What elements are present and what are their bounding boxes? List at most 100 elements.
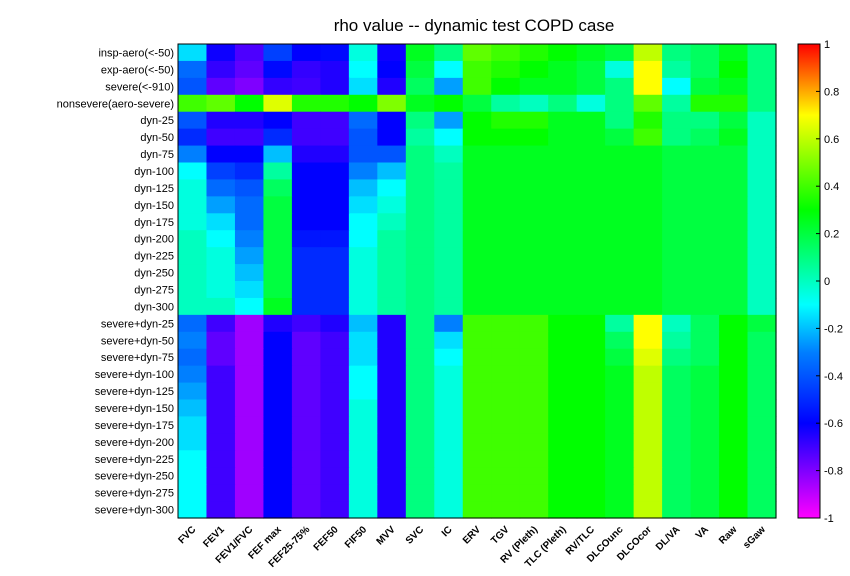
heatmap-cell xyxy=(548,382,578,401)
heatmap-cell xyxy=(690,111,720,130)
heatmap-cell xyxy=(206,501,236,519)
heatmap-cell xyxy=(576,433,606,451)
heatmap-cell xyxy=(320,213,350,231)
heatmap-cell xyxy=(519,382,549,401)
heatmap-cell xyxy=(576,365,606,384)
heatmap-cell xyxy=(491,281,521,299)
heatmap-cell xyxy=(263,281,293,299)
heatmap-cell xyxy=(348,162,378,181)
heatmap-cell xyxy=(633,230,663,248)
heatmap-cell xyxy=(178,230,208,248)
heatmap-cell xyxy=(320,196,350,214)
heatmap-cell xyxy=(434,145,464,164)
column-label: DL/VA xyxy=(654,524,682,552)
heatmap-cell xyxy=(291,297,321,316)
heatmap-cell xyxy=(690,77,720,96)
heatmap-cell xyxy=(462,365,492,384)
row-label: dyn-125 xyxy=(134,183,174,195)
heatmap-cell xyxy=(178,60,208,79)
heatmap-cell xyxy=(519,230,549,248)
heatmap-cell xyxy=(747,179,777,197)
heatmap-cell xyxy=(348,77,378,96)
plot-frame xyxy=(177,43,777,519)
heatmap-cell xyxy=(548,60,578,79)
row-label: severe+dyn-25 xyxy=(101,318,174,330)
heatmap-cell xyxy=(662,467,692,485)
heatmap-cell xyxy=(605,467,635,485)
heatmap-cell xyxy=(348,399,378,418)
heatmap-cell xyxy=(405,331,435,350)
heatmap-cell xyxy=(377,348,407,367)
heatmap-cell xyxy=(548,44,578,62)
heatmap-cell xyxy=(719,382,749,401)
heatmap-cell xyxy=(576,213,606,231)
heatmap-cell xyxy=(178,77,208,96)
row-label: severe+dyn-225 xyxy=(95,454,174,466)
heatmap-cell xyxy=(519,433,549,451)
heatmap-cell xyxy=(178,501,208,519)
column-label: ERV xyxy=(461,524,483,546)
heatmap-cell xyxy=(719,162,749,181)
heatmap-cell xyxy=(206,416,236,434)
heatmap-cell xyxy=(405,230,435,248)
heatmap-cell xyxy=(576,94,606,113)
heatmap-cell xyxy=(434,450,464,468)
heatmap-cell xyxy=(548,433,578,451)
heatmap-cell xyxy=(178,382,208,401)
heatmap-cell xyxy=(747,450,777,468)
heatmap-cell xyxy=(434,128,464,147)
heatmap-cell xyxy=(719,467,749,485)
row-label: severe+dyn-50 xyxy=(101,335,174,347)
heatmap-cell xyxy=(291,501,321,519)
heatmap-cell xyxy=(491,111,521,130)
heatmap-cell xyxy=(548,348,578,367)
heatmap-cell xyxy=(605,111,635,130)
heatmap-cell xyxy=(234,450,265,468)
heatmap-cell xyxy=(662,145,692,164)
heatmap-cell xyxy=(434,501,464,519)
heatmap-cell xyxy=(462,314,492,333)
heatmap-cell xyxy=(462,433,492,451)
heatmap-cell xyxy=(320,416,350,434)
heatmap-cell xyxy=(405,179,435,197)
row-label: dyn-200 xyxy=(134,234,174,246)
heatmap-cell xyxy=(263,348,293,367)
heatmap-cell xyxy=(747,213,777,231)
heatmap-cell xyxy=(348,213,378,231)
heatmap-cell xyxy=(405,44,435,62)
heatmap-cell xyxy=(348,247,378,265)
heatmap-cell xyxy=(377,179,407,197)
heatmap-cell xyxy=(662,416,692,434)
heatmap-cell xyxy=(434,467,464,485)
heatmap-cell xyxy=(178,94,208,113)
heatmap-cell xyxy=(377,247,407,265)
heatmap-cell xyxy=(576,60,606,79)
heatmap-cell xyxy=(291,399,321,418)
heatmap-cell xyxy=(719,230,749,248)
column-label: IC xyxy=(440,524,455,539)
heatmap-cell xyxy=(690,247,720,265)
heatmap-cell xyxy=(263,467,293,485)
column-label: TGV xyxy=(489,524,512,547)
heatmap-cell xyxy=(206,145,236,164)
heatmap-cell xyxy=(263,162,293,181)
heatmap-cell xyxy=(320,111,350,130)
heatmap-cell xyxy=(178,264,208,282)
heatmap-cell xyxy=(234,467,265,485)
heatmap-cell xyxy=(434,348,464,367)
heatmap-cell xyxy=(263,484,293,502)
heatmap-cell xyxy=(747,111,777,130)
heatmap-cell xyxy=(377,382,407,401)
heatmap-cell xyxy=(434,60,464,79)
heatmap-cell xyxy=(178,365,208,384)
heatmap-cell xyxy=(462,179,492,197)
heatmap-cell xyxy=(234,162,265,181)
colorbar-tick-label: -0.6 xyxy=(824,418,843,430)
heatmap-cell xyxy=(690,128,720,147)
heatmap-cell xyxy=(633,365,663,384)
heatmap-cell xyxy=(206,264,236,282)
heatmap-cell xyxy=(462,382,492,401)
heatmap-cell xyxy=(320,281,350,299)
heatmap-cell xyxy=(747,60,777,79)
heatmap-cell xyxy=(576,162,606,181)
